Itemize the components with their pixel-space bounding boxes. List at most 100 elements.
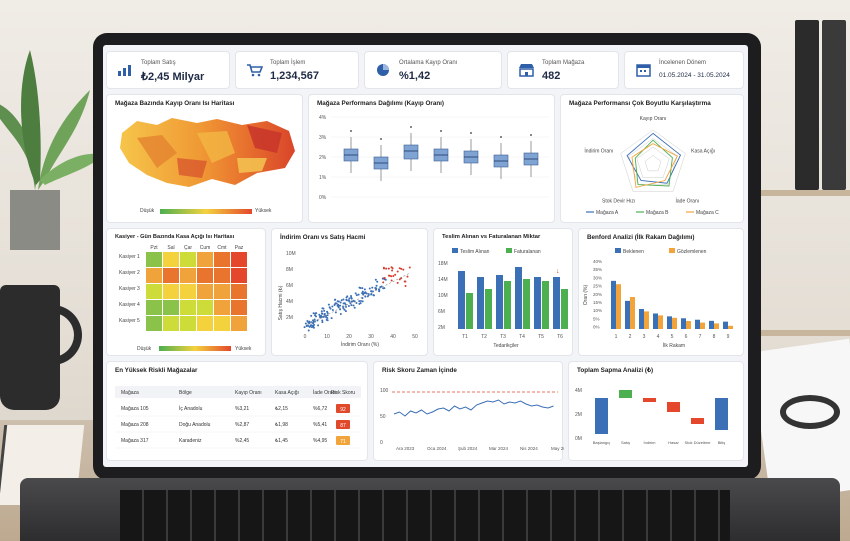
risk-table[interactable]: Mağaza Bölge Kayıp Oranı Kasa Açığı İade Ora…	[107, 376, 369, 462]
radar-chart[interactable]: Kayıp Oranı Kasa Açığı İade Oranı Stok Devi…	[561, 109, 745, 222]
scatter-point	[326, 312, 329, 315]
kpi-card-stores[interactable]: Toplam Mağaza 482	[507, 51, 619, 89]
cashier-label: Kasiyer 1	[119, 254, 140, 260]
radar-series	[631, 143, 678, 188]
y-tick-label: 4M	[575, 388, 582, 394]
scatter-point	[350, 295, 353, 298]
y-tick-label: 40%	[593, 259, 602, 264]
bar-expected	[709, 320, 714, 329]
scatter-point-outlier	[404, 280, 407, 283]
bar-expected	[667, 316, 672, 329]
radar-grid	[620, 129, 686, 192]
scatter-point-outlier	[406, 275, 409, 278]
risk-badge	[336, 404, 350, 413]
scatter-point	[350, 297, 353, 300]
x-tick-label: İndirim	[643, 440, 656, 445]
risk-line	[393, 399, 554, 417]
radar-axis-label: İndirim Oranı	[584, 147, 613, 154]
scatter-point	[359, 286, 362, 289]
kpi-card-transactions[interactable]: Toplam İşlem 1,234,567	[235, 51, 359, 89]
cashier-heatmap[interactable]: Pzt Sal Çar Cum Cmt Paz Kasiyer 1 Kasiyer 2 Kasi…	[107, 243, 267, 355]
grouped-bar-chart[interactable]: Teslim Alınan Faturalanan 18M 14M 10M 6M 2M T1 T…	[434, 243, 574, 355]
bar-expected	[695, 319, 700, 329]
scatter-point	[371, 286, 374, 289]
scatter-point	[358, 302, 361, 305]
x-tick-label: 0	[304, 334, 307, 340]
legend-swatch	[506, 248, 512, 253]
kpi-label: Toplam İşlem	[270, 60, 306, 66]
y-tick-label: 0	[380, 440, 383, 446]
day-label: Cum	[200, 245, 211, 251]
bar-observed	[700, 322, 705, 329]
scatter-point	[348, 297, 351, 300]
table-header: Kasa Açığı	[275, 390, 299, 396]
bar-received	[515, 267, 522, 329]
scatter-point-outlier	[390, 266, 393, 269]
kpi-card-period[interactable]: İncelenen Dönem 01.05.2024 - 31.05.2024	[624, 51, 744, 89]
scatter-point	[345, 298, 348, 301]
kpi-value: ₺2,45 Milyar	[141, 71, 205, 83]
panel-title: Mağaza Performans Dağılımı (Kayıp Oranı)	[317, 100, 445, 107]
scatter-point	[307, 321, 310, 324]
table-cell: ₺2,15	[275, 406, 288, 412]
panel-title: Kasiyer - Gün Bazında Kasa Açığı Isı Har…	[115, 234, 235, 240]
x-tick-label: Hasar	[668, 440, 679, 445]
scatter-chart[interactable]: 10M 8M 6M 4M 2M 0 10 20 30 40 50 İndirim Oranı (%) S…	[272, 243, 429, 355]
heat-cell	[180, 268, 196, 283]
kpi-label: Toplam Satış	[141, 60, 176, 66]
bar-invoiced	[504, 281, 511, 329]
scatter-point-outlier	[383, 277, 386, 280]
table-cell: Mağaza 208	[121, 422, 149, 428]
y-tick-label: 3%	[319, 135, 327, 141]
x-tick-label: 9	[727, 334, 730, 340]
cart-icon	[247, 64, 263, 77]
bar-observed	[616, 284, 621, 329]
y-tick-label: 10M	[286, 251, 296, 257]
scatter-point	[378, 289, 381, 292]
risk-score: 87	[340, 423, 346, 429]
scatter-point	[310, 326, 313, 329]
table-header: Kayıp Oranı	[235, 390, 262, 396]
bar-observed	[658, 315, 663, 329]
trend-line-chart[interactable]: 100 50 0 Ara 2023 Oca 2024 Şub 2024 Mar 2024 Ni…	[374, 376, 564, 462]
benford-chart[interactable]: Beklenen Gözlemlenen40%35%30%25%20%15%10%…	[579, 243, 745, 355]
radar-series	[626, 132, 682, 184]
scatter-point-outlier	[400, 267, 403, 270]
x-tick-label: T3	[500, 334, 506, 340]
scatter-point	[313, 323, 316, 326]
bar-received	[477, 277, 484, 329]
table-cell: ₺1,98	[275, 422, 288, 428]
legend-label: Mağaza B	[646, 210, 669, 216]
heat-cell	[214, 268, 230, 283]
scatter-point	[342, 307, 345, 310]
waterfall-chart[interactable]: 4M 2M 0M Başlangıç Satış İndirim Hasar Stok Düz…	[569, 376, 745, 462]
y-tick-label: 6M	[286, 283, 293, 289]
kpi-card-sales[interactable]: Toplam Satış ₺2,45 Milyar	[106, 51, 230, 89]
scatter-point	[347, 304, 350, 307]
scatter-point	[328, 306, 331, 309]
bar-observed	[686, 321, 691, 329]
scatter-point	[363, 292, 366, 295]
scatter-point-outlier	[402, 268, 405, 271]
scatter-point	[365, 292, 368, 295]
x-tick-label: 8	[713, 334, 716, 340]
scatter-point	[339, 301, 342, 304]
x-tick-label: 6	[685, 334, 688, 340]
boxplot-chart[interactable]: 4% 3% 2% 1% 0%	[309, 109, 556, 222]
kpi-value: %1,42	[399, 70, 431, 82]
scatter-point	[331, 308, 334, 311]
turkey-heat-map[interactable]	[117, 113, 297, 193]
scatter-point-outlier	[390, 275, 393, 278]
kpi-card-loss-rate[interactable]: Ortalama Kayıp Oranı %1,42	[364, 51, 502, 89]
scatter-point	[321, 312, 324, 315]
x-tick-label: 4	[657, 334, 660, 340]
table-header-bg	[115, 386, 361, 398]
scatter-point	[313, 318, 316, 321]
kpi-label: Toplam Mağaza	[542, 60, 585, 66]
heat-cell	[163, 300, 179, 315]
scatter-point-outlier	[398, 267, 401, 270]
benford-panel: Benford Analizi (İlk Rakam Dağılımı) Bek…	[578, 228, 744, 356]
scatter-point	[321, 319, 324, 322]
scatter-point	[306, 320, 309, 323]
bar-observed	[672, 317, 677, 329]
